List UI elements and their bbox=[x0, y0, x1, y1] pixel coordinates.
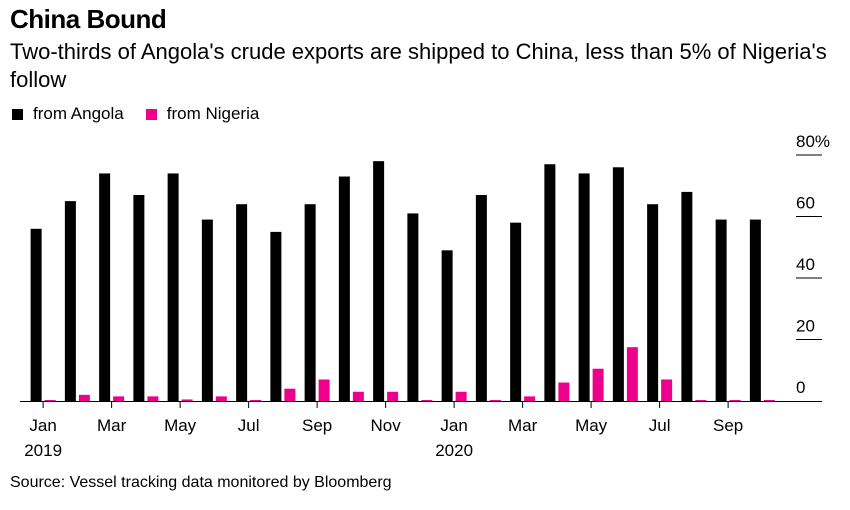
bar-angola bbox=[338, 176, 350, 401]
bar-nigeria bbox=[44, 400, 56, 401]
bar-angola bbox=[407, 213, 419, 401]
x-tick-label: Sep bbox=[713, 416, 743, 435]
y-tick-label: 60 bbox=[796, 194, 815, 213]
legend-swatch-nigeria bbox=[145, 108, 157, 120]
x-tick-label: May bbox=[575, 416, 608, 435]
bar-nigeria bbox=[387, 391, 399, 401]
chart-title: China Bound bbox=[10, 4, 167, 34]
x-tick-label: Jul bbox=[238, 416, 260, 435]
bar-angola bbox=[578, 173, 590, 401]
bar-nigeria bbox=[661, 379, 673, 401]
x-tick-label: Jul bbox=[649, 416, 671, 435]
x-tick-label: Jan bbox=[29, 416, 56, 435]
legend: from Angola from Nigeria bbox=[12, 104, 281, 124]
bar-angola bbox=[749, 219, 761, 401]
bar-angola bbox=[236, 204, 248, 401]
x-tick-year: 2019 bbox=[24, 441, 62, 460]
bar-angola bbox=[544, 164, 556, 401]
x-tick-label: May bbox=[164, 416, 197, 435]
x-tick-label: Jan bbox=[440, 416, 467, 435]
bar-angola bbox=[510, 222, 522, 401]
bar-angola bbox=[681, 191, 693, 401]
chart-subtitle: Two-thirds of Angola's crude exports are… bbox=[10, 39, 827, 92]
bar-nigeria bbox=[181, 399, 193, 401]
bar-angola bbox=[612, 167, 624, 401]
bar-nigeria bbox=[147, 396, 159, 401]
y-tick-label: 0 bbox=[796, 378, 805, 397]
x-tick-label: Mar bbox=[97, 416, 127, 435]
bar-nigeria bbox=[352, 391, 364, 401]
bar-nigeria bbox=[318, 379, 330, 401]
y-tick-label: 40 bbox=[796, 255, 815, 274]
bar-nigeria bbox=[626, 347, 638, 401]
bar-angola bbox=[133, 194, 145, 401]
legend-swatch-angola bbox=[12, 108, 23, 120]
bar-nigeria bbox=[489, 400, 501, 401]
bar-nigeria bbox=[524, 396, 536, 401]
bar-angola bbox=[373, 161, 385, 401]
bar-angola bbox=[201, 219, 213, 401]
y-tick-label: 80% bbox=[796, 132, 830, 151]
bar-nigeria bbox=[78, 394, 90, 401]
legend-label-angola: from Angola bbox=[33, 104, 124, 123]
bar-angola bbox=[647, 204, 659, 401]
bar-nigeria bbox=[250, 400, 262, 401]
bar-nigeria bbox=[558, 382, 570, 401]
legend-label-nigeria: from Nigeria bbox=[166, 104, 260, 123]
bar-nigeria bbox=[729, 400, 741, 401]
bar-nigeria bbox=[695, 400, 707, 401]
bar-nigeria bbox=[455, 391, 467, 401]
bar-angola bbox=[304, 204, 316, 401]
bar-angola bbox=[64, 201, 76, 401]
source-note: Source: Vessel tracking data monitored b… bbox=[10, 474, 392, 491]
bar-angola bbox=[270, 231, 282, 401]
x-tick-label: Mar bbox=[508, 416, 538, 435]
bar-nigeria bbox=[763, 400, 775, 401]
bar-nigeria bbox=[421, 400, 433, 401]
y-tick-label: 20 bbox=[796, 317, 815, 336]
bar-nigeria bbox=[113, 396, 125, 401]
bar-angola bbox=[715, 219, 727, 401]
bar-angola bbox=[441, 250, 453, 401]
legend-item-nigeria: from Nigeria bbox=[145, 104, 260, 124]
legend-item-angola: from Angola bbox=[12, 104, 124, 124]
bar-nigeria bbox=[592, 368, 604, 401]
x-tick-label: Nov bbox=[371, 416, 402, 435]
bar-nigeria bbox=[284, 388, 296, 401]
bar-angola bbox=[30, 228, 42, 401]
bar-angola bbox=[167, 173, 179, 401]
bar-nigeria bbox=[215, 396, 227, 401]
bar-angola bbox=[99, 173, 111, 401]
x-tick-year: 2020 bbox=[435, 441, 473, 460]
x-tick-label: Sep bbox=[302, 416, 332, 435]
bar-angola bbox=[475, 194, 487, 401]
